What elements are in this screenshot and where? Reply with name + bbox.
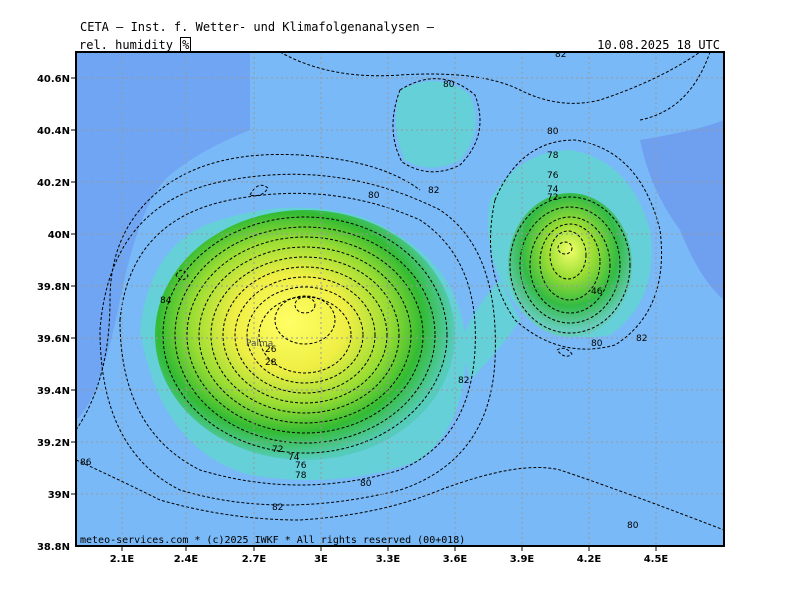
contour-label: 80 — [627, 521, 639, 531]
lat-label: 40.6N — [37, 74, 70, 85]
contour-label: 82 — [428, 186, 439, 196]
lat-label: 40.4N — [37, 126, 70, 137]
lat-label: 39.2N — [37, 438, 70, 449]
west-blue-patch — [76, 52, 250, 420]
plot-frame — [75, 51, 725, 547]
contour-label: 72 — [547, 193, 558, 203]
north-teal-patch — [396, 81, 476, 168]
contour-label: 82 — [555, 50, 566, 60]
contour-label: 26 — [265, 345, 277, 355]
lat-label: 39.4N — [37, 386, 70, 397]
lon-label: 3E — [314, 554, 328, 565]
lon-label: 3.9E — [510, 554, 535, 565]
variable-name: rel. humidity — [79, 38, 173, 52]
lon-label: 2.4E — [174, 554, 199, 565]
contour-label: 82 — [458, 376, 469, 386]
contour-label: 80 — [368, 191, 380, 201]
contour-lines — [76, 52, 724, 531]
menorca-core — [508, 193, 632, 337]
contour-label: 84 — [160, 296, 172, 306]
contour-label: 78 — [295, 471, 307, 481]
east-blue-patch — [640, 120, 724, 300]
axis-ticks — [71, 77, 657, 551]
lon-label: 4.5E — [644, 554, 669, 565]
valid-time: 10.08.2025 18 UTC — [597, 38, 720, 52]
contour-label: 78 — [547, 151, 559, 161]
lat-label: 39.8N — [37, 282, 70, 293]
longitude-labels: 2.1E 2.4E 2.7E 3E 3.3E 3.6E 3.9E 4.2E 4.… — [110, 554, 669, 565]
chart-title: CETA — Inst. f. Wetter- und Klimafolgena… — [80, 20, 435, 34]
contour-label: 82 — [636, 334, 647, 344]
contour-labels: 80 82 84 86 80 82 82 80 80 82 76 78 74 7… — [80, 50, 647, 531]
contour-label: 80 — [360, 479, 372, 489]
place-label: Palma — [246, 339, 273, 349]
lat-label: 39N — [48, 490, 70, 501]
contour-label: 86 — [80, 458, 92, 468]
contour-label: 76 — [547, 171, 559, 181]
contour-label: 72 — [272, 445, 283, 455]
lon-label: 3.6E — [443, 554, 468, 565]
contour-label: 82 — [272, 503, 283, 513]
contour-label: 80 — [443, 80, 455, 90]
lon-label: 3.3E — [376, 554, 401, 565]
contour-label: 74 — [547, 185, 559, 195]
latitude-labels: 40.6N 40.4N 40.2N 40N 39.8N 39.6N 39.4N … — [37, 74, 70, 553]
contour-label: 74 — [288, 453, 300, 463]
footer-credit: meteo-services.com * (c)2025 IWKF * All … — [80, 535, 466, 546]
teal-channel — [460, 280, 520, 380]
unit-box: % — [180, 37, 192, 53]
lat-lon-grid — [76, 52, 724, 546]
lat-label: 40N — [48, 230, 70, 241]
contour-label: 28 — [265, 358, 277, 368]
variable-label: rel. humidity % — [78, 37, 192, 53]
contour-label: 76 — [295, 461, 307, 471]
lat-label: 38.8N — [37, 542, 70, 553]
lon-label: 2.7E — [242, 554, 267, 565]
lat-label: 40.2N — [37, 178, 70, 189]
contour-label: 80 — [547, 127, 559, 137]
contour-label: 80 — [591, 339, 603, 349]
lon-label: 2.1E — [110, 554, 135, 565]
contour-label: 46 — [591, 287, 603, 297]
lon-label: 4.2E — [577, 554, 602, 565]
lat-label: 39.6N — [37, 334, 70, 345]
